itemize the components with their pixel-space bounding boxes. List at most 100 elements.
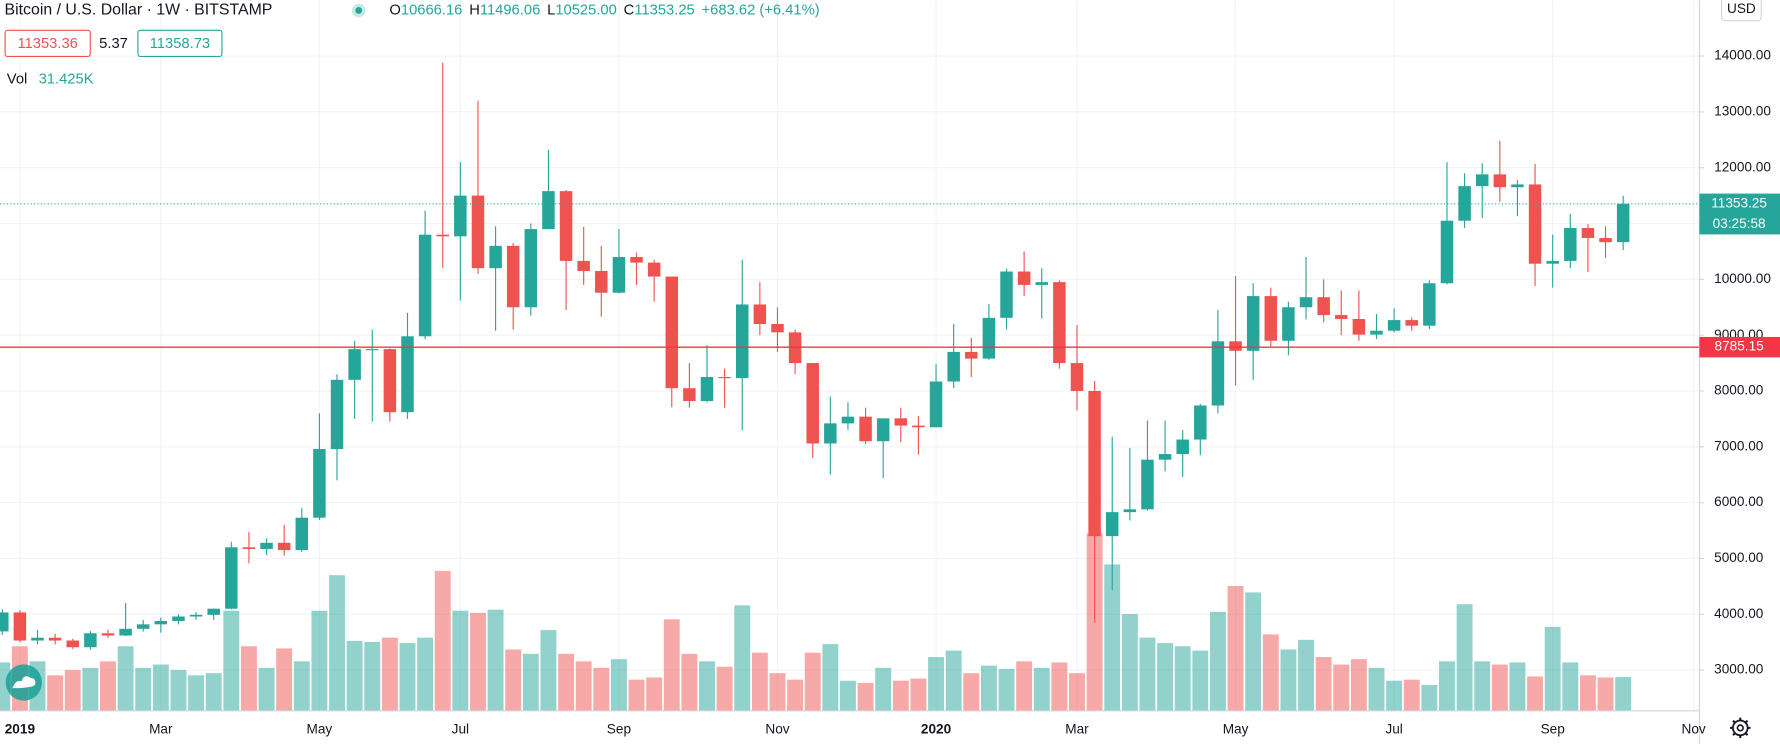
volume-bar	[522, 653, 539, 711]
ohlc-key: L	[547, 2, 555, 18]
volume-bar	[240, 646, 257, 711]
candle-body	[965, 351, 978, 359]
candle-body	[366, 349, 379, 351]
candle-body	[489, 245, 502, 269]
candle-body	[824, 423, 837, 444]
volume-bar	[1121, 613, 1138, 711]
candle-body	[1352, 318, 1366, 335]
y-tick-label: 6000.00	[1714, 494, 1764, 509]
candle-body	[1475, 174, 1489, 187]
volume-bar	[646, 677, 663, 711]
price-change: +683.62 (+6.41%)	[702, 2, 820, 18]
candle-body	[542, 191, 555, 230]
volume-bar	[769, 673, 786, 711]
candle-body	[418, 234, 432, 337]
candle-body	[647, 262, 661, 277]
y-tick-label: 14000.00	[1714, 48, 1771, 63]
candle-body	[277, 542, 291, 551]
candle-body	[1211, 341, 1225, 406]
candle-body	[665, 276, 679, 389]
candle-body	[1123, 509, 1137, 513]
candle-body	[1616, 203, 1630, 243]
volume-bar	[188, 675, 205, 711]
candle-body	[48, 637, 62, 641]
candle-body	[683, 388, 696, 402]
price-line-label-bg	[1699, 336, 1780, 358]
settings-button[interactable]	[1730, 717, 1751, 739]
candle-body	[1070, 363, 1084, 391]
volume-bar	[1209, 611, 1226, 711]
x-tick-label: Mar	[149, 722, 173, 737]
ohlc-key: O	[389, 2, 400, 18]
volume-bar	[1033, 667, 1050, 711]
ask-button[interactable]	[137, 29, 223, 57]
volume-bar	[681, 653, 698, 711]
candle-body	[1053, 282, 1066, 364]
volume-bar	[258, 667, 275, 711]
volume-bar	[558, 653, 575, 711]
ohlc-key: C	[624, 2, 635, 18]
volume-bar	[1456, 604, 1473, 711]
candle-body	[1229, 341, 1242, 351]
currency: USD	[1727, 1, 1756, 16]
volume-bar	[64, 669, 81, 711]
candle-body	[401, 336, 414, 413]
candle-body	[471, 195, 485, 269]
volume-bar	[205, 673, 222, 711]
candle-body	[1282, 307, 1295, 341]
volume-bar	[787, 679, 804, 711]
volume-bar	[980, 665, 997, 711]
bid-button[interactable]	[4, 29, 91, 57]
candle-body	[559, 191, 573, 261]
x-tick-label: Jul	[452, 722, 469, 737]
candle-body	[1299, 297, 1313, 308]
candle-body	[1546, 260, 1559, 264]
candle-body	[612, 257, 626, 293]
y-tick-label: 3000.00	[1714, 662, 1764, 677]
candle-body	[1440, 220, 1454, 284]
candle-layer	[0, 62, 1630, 650]
volume-bar	[1527, 676, 1544, 711]
candle-body	[841, 416, 855, 424]
candle-body	[1599, 238, 1612, 243]
volume-bar	[1016, 661, 1033, 711]
candle-body	[1264, 296, 1278, 341]
gear-teeth	[1730, 717, 1751, 739]
candle-body	[101, 633, 115, 636]
volume-bar	[434, 570, 451, 711]
volume-bar	[1368, 667, 1385, 711]
x-tick-label: Nov	[765, 722, 789, 737]
y-tick-label: 5000.00	[1714, 550, 1764, 565]
volume-bar	[47, 675, 64, 711]
candle-body	[1423, 283, 1436, 326]
x-tick-label: 2020	[921, 722, 952, 737]
volume-bar	[470, 612, 486, 711]
candle-body	[1370, 330, 1383, 335]
y-tick-label: 8000.00	[1714, 383, 1764, 398]
volume-bar	[1227, 585, 1244, 711]
candle-body	[136, 624, 150, 629]
volume-bar	[610, 659, 627, 711]
candle-body	[260, 542, 273, 549]
volume-bar	[1597, 677, 1614, 711]
volume-bar	[1192, 650, 1209, 711]
y-tick-label: 13000.00	[1714, 103, 1771, 118]
candle-body	[84, 633, 97, 648]
volume-bar	[293, 661, 310, 711]
candle-body	[1017, 271, 1031, 285]
candle-body	[771, 323, 784, 333]
volume-bar	[417, 637, 434, 711]
ohlc-key: H	[469, 2, 480, 18]
candle-body	[66, 640, 79, 648]
currency-button[interactable]	[1720, 0, 1762, 22]
candle-body	[735, 304, 749, 379]
volume-bar	[381, 637, 398, 711]
candle-body	[524, 229, 538, 308]
symbol-title[interactable]: Bitcoin / U.S. Dollar · 1W · BITSTAMP	[5, 2, 273, 19]
candle-body	[1105, 512, 1119, 537]
volume-bar	[998, 668, 1015, 711]
grid	[0, 0, 1700, 711]
volume-bar	[1615, 677, 1632, 711]
